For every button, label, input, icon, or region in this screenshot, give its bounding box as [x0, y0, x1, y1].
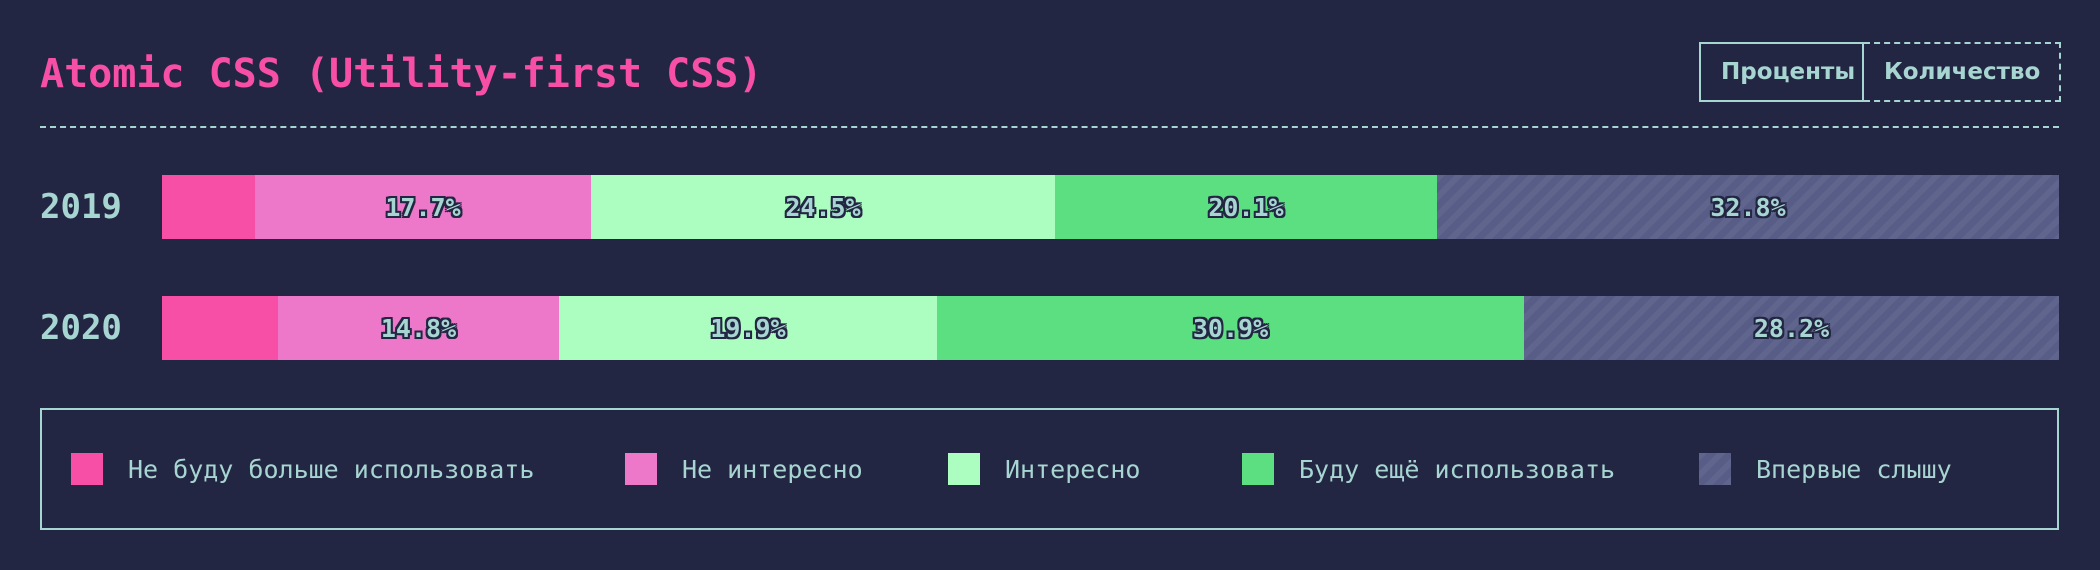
units-toggle: Проценты Количество	[1699, 42, 2061, 102]
legend-label: Интересно	[1005, 454, 1141, 484]
bar-segment-2019-1[interactable]	[162, 175, 255, 239]
legend-item[interactable]: Буду ещё использовать	[1242, 453, 1615, 485]
bar-segment-2020-1[interactable]	[162, 296, 278, 360]
bar-segment-2020-4[interactable]: 30.9%	[937, 296, 1524, 360]
legend-label: Не интересно	[682, 454, 863, 484]
legend-item[interactable]: Интересно	[948, 453, 1140, 485]
data-label: 28.2%	[1753, 313, 1830, 343]
bar-segment-2020-3[interactable]: 19.9%	[559, 296, 937, 360]
legend-label: Буду ещё использовать	[1299, 454, 1616, 484]
data-label: 19.9%	[710, 313, 786, 343]
bar-label-2020: 2020	[40, 308, 122, 348]
legend-label: Впервые слышу	[1756, 454, 1952, 484]
bar-segment-2019-5[interactable]: 32.8%	[1437, 175, 2059, 239]
legend-item[interactable]: Не буду больше использовать	[71, 453, 534, 485]
percent-toggle-button[interactable]: Проценты	[1699, 42, 1864, 102]
data-label: 17.7%	[385, 192, 461, 222]
bar-2020: 14.8% 19.9% 30.9% 28.2%	[162, 296, 2059, 360]
legend-swatch	[625, 453, 657, 485]
bar-2019: 17.7% 24.5% 20.1% 32.8%	[162, 175, 2059, 239]
data-label: 24.5%	[785, 192, 861, 222]
bar-segment-2019-3[interactable]: 24.5%	[591, 175, 1055, 239]
legend-swatch	[1242, 453, 1274, 485]
chart-title: Atomic CSS (Utility-first CSS)	[40, 51, 763, 97]
title-divider	[40, 126, 2059, 128]
count-toggle-button[interactable]: Количество	[1864, 42, 2061, 102]
bar-segment-2019-2[interactable]: 17.7%	[255, 175, 591, 239]
legend-swatch	[1699, 453, 1731, 485]
legend-label: Не буду больше использовать	[128, 454, 535, 484]
bar-label-2019: 2019	[40, 187, 122, 227]
legend-item[interactable]: Впервые слышу	[1699, 453, 1952, 485]
legend-swatch	[71, 453, 103, 485]
bar-segment-2020-2[interactable]: 14.8%	[278, 296, 559, 360]
bar-segment-2019-4[interactable]: 20.1%	[1055, 175, 1437, 239]
bar-segment-2020-5[interactable]: 28.2%	[1524, 296, 2059, 360]
data-label: 30.9%	[1192, 313, 1269, 343]
data-label: 32.8%	[1710, 192, 1786, 222]
data-label: 20.1%	[1208, 192, 1284, 222]
data-label: 14.8%	[380, 313, 457, 343]
legend-swatch	[948, 453, 980, 485]
legend-item[interactable]: Не интересно	[625, 453, 863, 485]
chart-legend: Не буду больше использовать Не интересно И…	[40, 408, 2059, 530]
